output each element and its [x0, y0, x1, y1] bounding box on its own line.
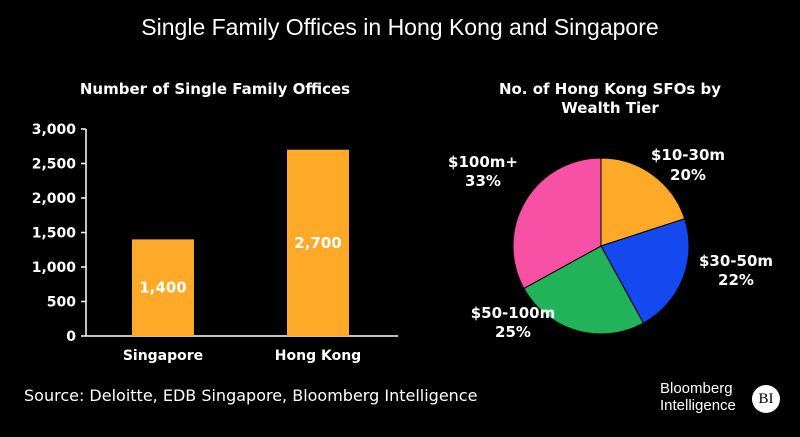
logo-line-2: Intelligence: [660, 397, 736, 414]
y-tick-label: 3,000: [32, 122, 77, 138]
y-tick-label: 1,000: [32, 260, 77, 276]
bar: [132, 239, 194, 336]
pie-title-line-2: Wealth Tier: [561, 99, 659, 117]
bar-chart-title: Number of Single Family Offices: [79, 80, 351, 98]
pie-chart-title: No. of Hong Kong SFOs by Wealth Tier: [440, 80, 780, 118]
pie-slice-value-label: 22%: [718, 271, 754, 289]
pie-slice-value-label: 25%: [495, 323, 531, 341]
pie-title-line-1: No. of Hong Kong SFOs by: [498, 80, 722, 98]
pie-slice-label: $50-100m: [471, 304, 555, 322]
source-note: Source: Deloitte, EDB Singapore, Bloombe…: [24, 386, 478, 405]
logo-line-1: Bloomberg: [660, 380, 733, 397]
pie-slice: [600, 218, 690, 324]
y-tick-label: 0: [66, 329, 76, 345]
bi-badge-icon: BI: [752, 385, 780, 413]
bar-chart: 0 500 1,000 1,500 2,000 2,500 3,000 1,400 Singap…: [32, 122, 398, 364]
pie-slice-label: $30-50m: [699, 252, 773, 270]
y-tick-label: 1,500: [32, 226, 77, 242]
pie-slice-value-label: 33%: [465, 172, 501, 190]
bloomberg-intelligence-logo: Bloomberg Intelligence BI: [660, 380, 790, 420]
y-tick-label: 2,500: [32, 157, 77, 173]
pie-slice-label: $100m+: [448, 153, 518, 171]
x-tick-label: Singapore: [123, 348, 203, 364]
pie-slice-value-label: 20%: [670, 166, 706, 184]
bar-value-label: 1,400: [139, 279, 186, 297]
pie-slice: [600, 157, 686, 247]
bar: [287, 149, 349, 336]
x-tick-label: Hong Kong: [275, 348, 361, 364]
pie-slice: [512, 157, 602, 290]
logo-wordmark: Bloomberg Intelligence: [660, 380, 736, 414]
y-tick-label: 500: [47, 295, 76, 311]
page-title: Single Family Offices in Hong Kong and S…: [141, 14, 659, 40]
bar-value-label: 2,700: [294, 234, 341, 252]
y-tick-label: 2,000: [32, 191, 77, 207]
pie-slice: [523, 245, 645, 335]
pie-slice-label: $10-30m: [651, 146, 725, 164]
